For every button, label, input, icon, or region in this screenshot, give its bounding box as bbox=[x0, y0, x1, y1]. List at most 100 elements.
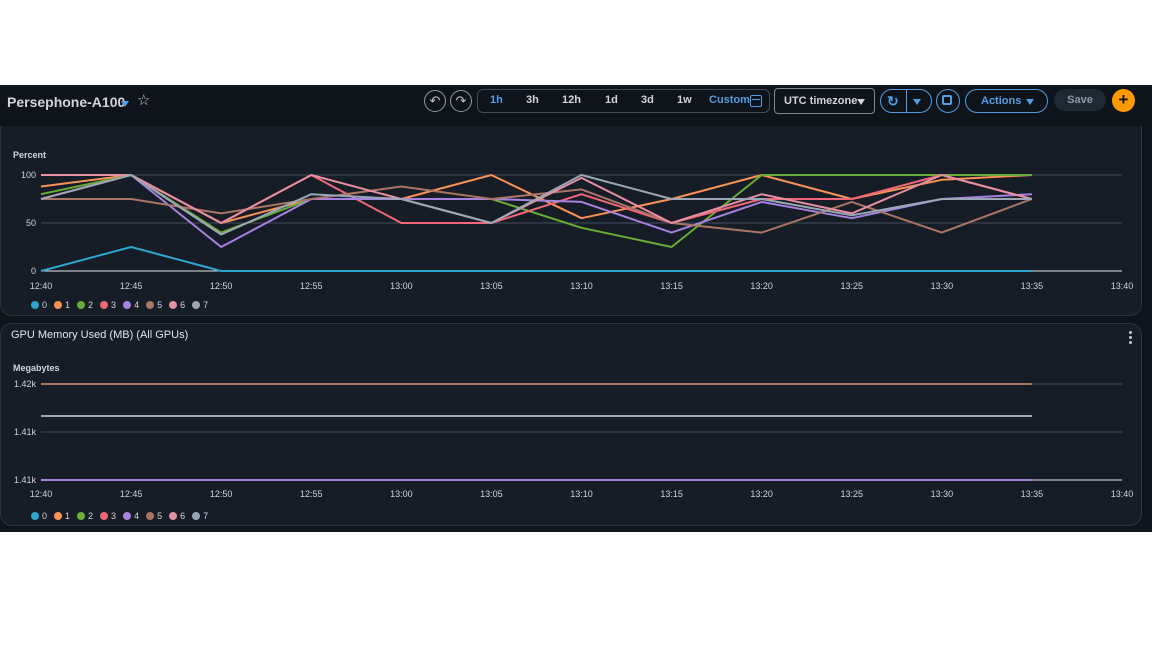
legend-swatch bbox=[169, 301, 178, 309]
legend-item-4[interactable]: 4 bbox=[123, 300, 139, 310]
utilization-line-chart: 100 50 0 12:40 12:45 12:50 12:55 13:00 13:05 13:1… bbox=[21, 170, 1134, 291]
x-tick-label: 13:10 bbox=[570, 489, 593, 499]
legend-swatch bbox=[31, 512, 39, 520]
range-3d[interactable]: 3d bbox=[641, 94, 654, 106]
legend-item-5[interactable]: 5 bbox=[146, 511, 162, 521]
legend-item-3[interactable]: 3 bbox=[100, 300, 116, 310]
legend-item-7[interactable]: 7 bbox=[192, 300, 208, 310]
x-tick-label: 13:35 bbox=[1021, 281, 1044, 291]
series-line-6[interactable] bbox=[41, 174, 1033, 224]
fullscreen-icon bbox=[942, 95, 952, 105]
timezone-select[interactable]: UTC timezone bbox=[774, 88, 875, 114]
kebab-icon[interactable] bbox=[1129, 331, 1132, 346]
star-icon[interactable]: ☆ bbox=[137, 92, 151, 109]
legend-item-6[interactable]: 6 bbox=[169, 300, 185, 310]
x-tick-label: 12:40 bbox=[30, 281, 53, 291]
x-tick-label: 13:05 bbox=[480, 489, 503, 499]
x-tick-label: 12:45 bbox=[120, 489, 143, 499]
time-range-selector: 1h 3h 12h 1d 3d 1w Custom bbox=[477, 89, 770, 113]
chevron-down-icon bbox=[1026, 99, 1034, 105]
dashboard-app: Persephone-A100 ☆ ↶ ↷ 1h 3h 12h 1d 3d 1w… bbox=[0, 85, 1152, 532]
range-3h[interactable]: 3h bbox=[526, 94, 539, 106]
legend-swatch bbox=[192, 301, 201, 309]
range-1d[interactable]: 1d bbox=[605, 94, 618, 106]
legend-item-6[interactable]: 6 bbox=[169, 511, 185, 521]
legend-swatch bbox=[146, 301, 155, 309]
chevron-down-icon[interactable] bbox=[121, 101, 129, 107]
range-custom[interactable]: Custom bbox=[709, 94, 750, 106]
legend-swatch bbox=[146, 512, 155, 520]
range-1w[interactable]: 1w bbox=[677, 94, 692, 106]
undo-icon[interactable]: ↶ bbox=[424, 90, 446, 112]
legend-item-0[interactable]: 0 bbox=[31, 300, 47, 310]
x-tick-label: 13:00 bbox=[390, 281, 413, 291]
x-tick-label: 13:30 bbox=[931, 489, 954, 499]
y-tick-label: 0 bbox=[31, 266, 36, 276]
legend-swatch bbox=[100, 512, 109, 520]
y-tick-label: 1.41k bbox=[14, 427, 37, 437]
y-tick-label: 100 bbox=[21, 170, 36, 180]
refresh-interval-dropdown-icon[interactable] bbox=[913, 99, 921, 105]
series-line-2[interactable] bbox=[40, 174, 1032, 248]
x-tick-label: 12:50 bbox=[210, 281, 233, 291]
legend-swatch bbox=[169, 512, 178, 520]
y-tick-label: 50 bbox=[26, 218, 36, 228]
x-tick-label: 13:25 bbox=[840, 489, 863, 499]
legend-swatch bbox=[123, 512, 132, 520]
legend-item-0[interactable]: 0 bbox=[31, 511, 47, 521]
legend-item-1[interactable]: 1 bbox=[54, 300, 70, 310]
legend-item-1[interactable]: 1 bbox=[54, 511, 70, 521]
y-tick-label: 1.41k bbox=[14, 475, 37, 485]
x-tick-label: 13:20 bbox=[750, 281, 773, 291]
series-line-0[interactable] bbox=[40, 246, 1032, 272]
legend-item-3[interactable]: 3 bbox=[100, 511, 116, 521]
x-tick-label: 13:40 bbox=[1111, 281, 1134, 291]
range-1h[interactable]: 1h bbox=[490, 94, 503, 106]
timezone-label: UTC timezone bbox=[784, 95, 858, 107]
legend-swatch bbox=[100, 301, 109, 309]
chevron-down-icon bbox=[857, 99, 865, 105]
x-tick-label: 13:00 bbox=[390, 489, 413, 499]
legend-item-2[interactable]: 2 bbox=[77, 511, 93, 521]
x-tick-label: 13:05 bbox=[480, 281, 503, 291]
fullscreen-button[interactable] bbox=[936, 89, 960, 113]
widget-title: GPU Memory Used (MB) (All GPUs) bbox=[11, 329, 189, 341]
x-tick-label: 13:35 bbox=[1021, 489, 1044, 499]
legend-item-5[interactable]: 5 bbox=[146, 300, 162, 310]
x-tick-label: 12:55 bbox=[300, 281, 323, 291]
redo-icon[interactable]: ↷ bbox=[450, 90, 472, 112]
y-axis-unit: Percent bbox=[13, 150, 47, 160]
legend-swatch bbox=[54, 512, 63, 520]
calendar-icon[interactable] bbox=[750, 95, 762, 107]
dashboard-title[interactable]: Persephone-A100 bbox=[7, 94, 126, 110]
divider bbox=[906, 90, 907, 112]
top-bar: Persephone-A100 ☆ ↶ ↷ 1h 3h 12h 1d 3d 1w… bbox=[0, 85, 1152, 119]
refresh-button-group: ↻ bbox=[880, 89, 932, 113]
legend-swatch bbox=[77, 512, 86, 520]
legend-item-4[interactable]: 4 bbox=[123, 511, 139, 521]
legend-item-7[interactable]: 7 bbox=[192, 511, 208, 521]
legend-item-2[interactable]: 2 bbox=[77, 300, 93, 310]
plus-icon[interactable]: + bbox=[1112, 89, 1135, 112]
range-12h[interactable]: 12h bbox=[562, 94, 581, 106]
actions-label: Actions bbox=[981, 95, 1022, 107]
y-tick-label: 1.42k bbox=[14, 379, 37, 389]
series-line-4[interactable] bbox=[41, 174, 1032, 248]
legend-swatch bbox=[123, 301, 132, 309]
series-line-7[interactable] bbox=[40, 174, 1032, 236]
x-tick-label: 13:15 bbox=[660, 281, 683, 291]
x-tick-label: 13:20 bbox=[750, 489, 773, 499]
actions-button[interactable]: Actions bbox=[965, 89, 1048, 113]
x-tick-label: 13:40 bbox=[1111, 489, 1134, 499]
legend-swatch bbox=[77, 301, 86, 309]
x-tick-label: 12:45 bbox=[120, 281, 143, 291]
x-tick-label: 13:15 bbox=[660, 489, 683, 499]
refresh-icon[interactable]: ↻ bbox=[887, 93, 899, 109]
memory-line-chart: 1.42k 1.41k 1.41k 12:40 12:45 12:50 12:55 13:00… bbox=[14, 379, 1134, 499]
save-button[interactable]: Save bbox=[1054, 89, 1106, 111]
legend-swatch bbox=[192, 512, 201, 520]
gpu-utilization-widget: Percent 100 50 0 12:40 12:45 12:50 12:55 13:00 1… bbox=[0, 126, 1142, 316]
legend-swatch bbox=[54, 301, 63, 309]
